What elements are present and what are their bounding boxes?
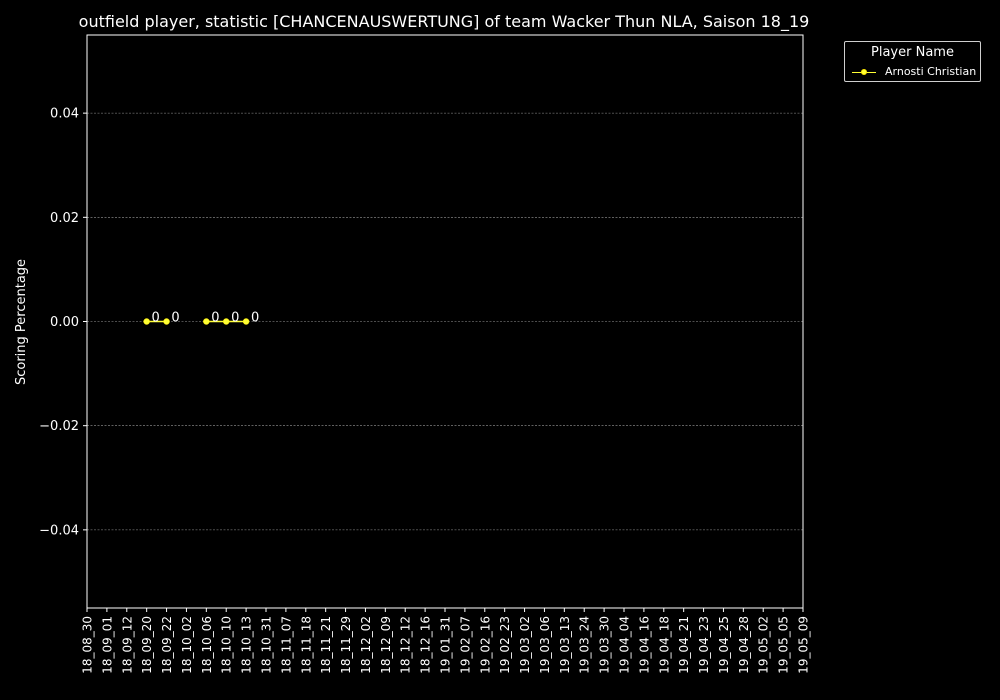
x-tick-label: 19_04_23 <box>697 616 711 674</box>
y-tick-label: 0.02 <box>50 211 79 226</box>
x-tick-label: 19_03_06 <box>538 616 552 674</box>
y-tick-label: 0.04 <box>50 107 79 122</box>
x-tick-label: 18_11_29 <box>339 616 353 674</box>
x-tick-label: 18_11_21 <box>319 616 333 674</box>
data-point <box>163 318 170 325</box>
data-label: 0 <box>251 311 259 326</box>
data-point <box>242 318 250 325</box>
data-point <box>222 318 230 325</box>
x-tick-label: 19_04_21 <box>677 616 691 674</box>
x-tick-label: 18_10_10 <box>220 616 234 674</box>
x-tick-label: 18_10_13 <box>240 616 254 674</box>
grid <box>87 112 803 531</box>
x-tick-label: 18_11_07 <box>279 616 293 674</box>
x-tick-label: 19_01_31 <box>439 616 453 674</box>
x-tick-label: 18_10_06 <box>200 616 214 674</box>
x-tick-label: 19_02_23 <box>498 616 512 674</box>
x-tick-label: 18_12_09 <box>379 616 393 674</box>
y-axis-label: Scoring Percentage <box>14 259 29 385</box>
x-tick-label: 19_02_07 <box>458 616 472 674</box>
legend: Player Name Arnosti Christian <box>844 41 981 82</box>
x-tick-label: 19_03_24 <box>578 616 592 674</box>
x-tick-label: 18_12_12 <box>399 616 413 674</box>
chart-title: outfield player, statistic [CHANCENAUSWE… <box>79 12 810 32</box>
x-tick-label: 19_05_05 <box>777 616 791 674</box>
legend-label: Arnosti Christian <box>885 65 977 78</box>
x-tick-label: 19_05_09 <box>797 616 811 674</box>
data-label: 0 <box>231 311 239 326</box>
x-tick-label: 18_09_12 <box>120 616 134 674</box>
x-tick-label: 19_04_16 <box>637 616 651 674</box>
x-tick-label: 18_09_22 <box>160 616 174 674</box>
legend-dot-marker <box>861 69 867 75</box>
x-tick-label: 18_12_16 <box>419 616 433 674</box>
data-point <box>143 318 150 325</box>
x-tick-label: 18_09_01 <box>100 616 114 674</box>
y-tick-label: −0.04 <box>39 523 79 538</box>
x-tick-label: 18_10_31 <box>260 616 274 674</box>
x-tick-label: 18_11_18 <box>299 616 313 674</box>
data-point <box>203 318 210 325</box>
x-tick-label: 19_05_02 <box>757 616 771 674</box>
x-tick-label: 19_02_16 <box>478 616 492 674</box>
y-tick-label: 0.00 <box>50 315 79 330</box>
x-tick-label: 19_04_28 <box>737 616 751 674</box>
legend-title: Player Name <box>871 45 954 60</box>
x-tick-label: 18_08_30 <box>81 616 95 674</box>
x-tick-label: 19_03_13 <box>558 616 572 674</box>
x-axis: 18_08_30 18_09_01 18_09_12 18_09_20 18_09_22… <box>81 608 811 674</box>
data-label: 0 <box>171 311 179 326</box>
legend-entry: Arnosti Christian <box>849 65 979 79</box>
x-tick-label: 18_12_02 <box>359 616 373 674</box>
x-tick-label: 19_04_25 <box>717 616 731 674</box>
x-tick-label: 19_03_30 <box>598 616 612 674</box>
data-label: 0 <box>152 311 160 326</box>
x-tick-label: 18_10_02 <box>180 616 194 674</box>
x-tick-label: 19_04_18 <box>657 616 671 674</box>
x-tick-label: 19_03_02 <box>518 616 532 674</box>
x-tick-label: 19_04_04 <box>618 616 632 674</box>
y-tick-label: −0.02 <box>39 419 79 434</box>
y-axis: −0.04 −0.02 0.00 0.02 0.04 <box>39 107 87 538</box>
data-label: 0 <box>211 311 219 326</box>
x-tick-label: 18_09_20 <box>140 616 154 674</box>
